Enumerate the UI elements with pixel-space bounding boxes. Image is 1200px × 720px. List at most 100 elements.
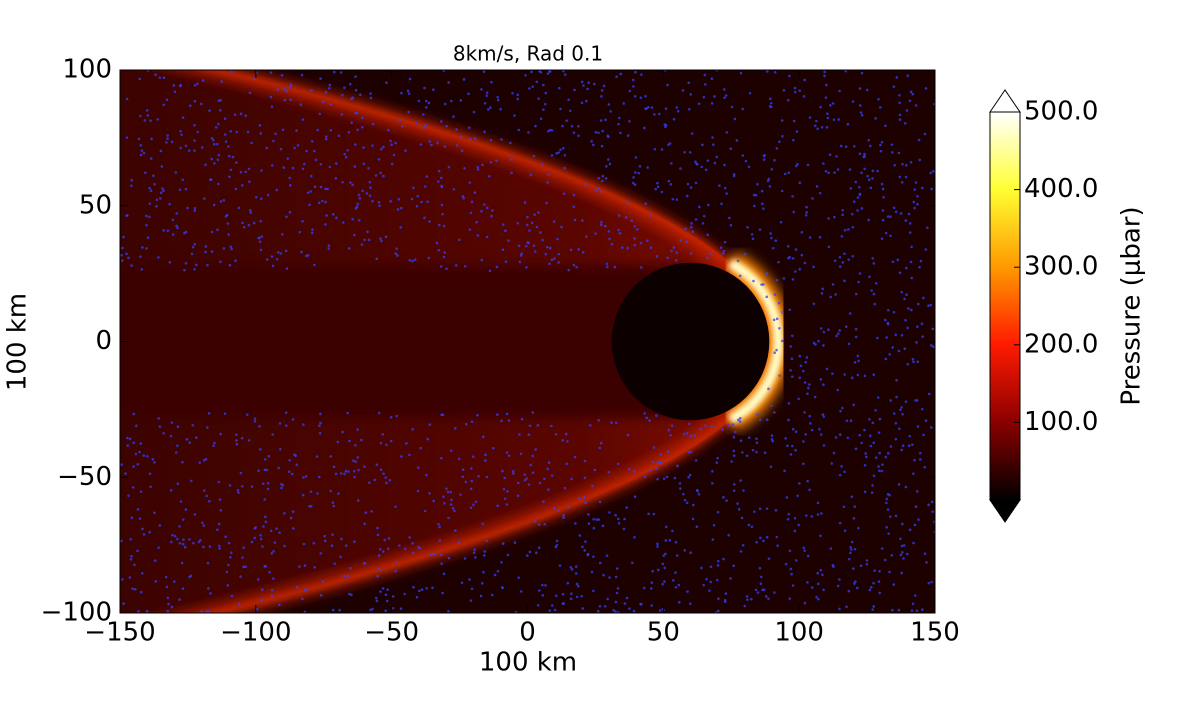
particle: [507, 454, 511, 457]
particle: [185, 438, 189, 441]
particle: [652, 512, 656, 516]
particle: [357, 468, 360, 472]
particle: [488, 269, 492, 273]
particle: [768, 185, 772, 188]
particle: [137, 610, 140, 613]
particle: [526, 215, 529, 219]
particle: [201, 79, 205, 82]
particle: [235, 130, 239, 134]
particle: [120, 539, 123, 543]
particle: [472, 551, 476, 554]
particle: [831, 283, 835, 286]
particle: [376, 533, 380, 537]
particle: [234, 187, 238, 191]
particle: [528, 87, 531, 90]
particle: [480, 258, 484, 262]
particle: [833, 171, 836, 174]
particle: [511, 469, 515, 473]
particle: [723, 96, 726, 100]
particle: [318, 431, 322, 435]
particle: [394, 569, 397, 573]
particle: [847, 258, 850, 261]
particle: [897, 151, 901, 155]
particle: [784, 437, 787, 440]
particle: [296, 144, 300, 147]
particle: [666, 256, 669, 260]
particle: [767, 597, 770, 600]
particle: [504, 229, 507, 232]
x-tick-label: −50: [364, 618, 419, 648]
particle: [888, 515, 892, 518]
particle: [790, 572, 793, 576]
particle: [400, 91, 403, 95]
particle: [169, 434, 173, 438]
particle: [303, 564, 307, 567]
particle: [382, 145, 385, 149]
particle: [673, 476, 677, 480]
particle: [878, 591, 882, 595]
particle: [857, 359, 860, 363]
particle: [193, 206, 197, 210]
particle: [531, 454, 535, 458]
particle: [284, 411, 288, 414]
particle: [216, 158, 220, 162]
particle: [754, 588, 758, 592]
particle: [529, 173, 533, 177]
particle: [322, 100, 325, 104]
particle: [484, 459, 487, 462]
particle: [803, 78, 806, 82]
particle: [891, 260, 895, 264]
particle: [878, 469, 881, 473]
particle: [906, 362, 910, 366]
particle: [787, 418, 790, 422]
particle: [843, 470, 846, 474]
particle: [216, 142, 219, 146]
particle: [162, 76, 166, 80]
particle: [548, 70, 552, 73]
particle: [170, 605, 174, 609]
particle: [472, 503, 475, 507]
particle: [860, 171, 863, 175]
particle: [416, 194, 420, 198]
particle: [671, 197, 675, 201]
particle: [388, 478, 392, 482]
particle: [876, 396, 880, 399]
particle: [514, 610, 518, 613]
particle: [470, 467, 473, 470]
particle: [821, 573, 824, 577]
particle: [847, 228, 850, 231]
particle: [573, 88, 576, 92]
particle: [691, 503, 695, 507]
particle: [606, 158, 610, 161]
particle: [534, 448, 537, 451]
particle: [871, 177, 874, 180]
particle: [329, 455, 333, 458]
particle: [568, 109, 572, 113]
particle: [329, 129, 333, 132]
particle: [178, 541, 182, 545]
particle: [264, 520, 268, 524]
particle: [901, 162, 904, 166]
particle: [149, 119, 152, 122]
particle: [500, 419, 503, 423]
particle: [193, 267, 196, 271]
particle: [389, 439, 393, 443]
particle: [800, 231, 804, 234]
particle: [312, 149, 316, 153]
particle: [609, 110, 612, 113]
particle: [887, 308, 890, 312]
particle: [670, 249, 673, 253]
particle: [482, 570, 485, 574]
particle: [440, 120, 443, 123]
particle: [617, 122, 620, 126]
particle: [351, 96, 355, 100]
particle: [548, 262, 551, 266]
particle: [599, 190, 603, 193]
particle: [389, 199, 393, 203]
particle: [131, 486, 135, 489]
particle: [923, 465, 927, 469]
particle: [293, 146, 296, 150]
particle: [776, 544, 779, 547]
particle: [755, 540, 758, 544]
particle: [183, 268, 186, 272]
